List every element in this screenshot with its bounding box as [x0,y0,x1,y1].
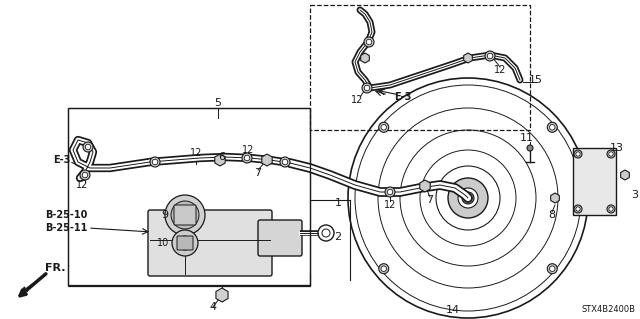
Circle shape [379,264,388,274]
Text: 12: 12 [351,95,363,105]
Circle shape [607,150,615,158]
Text: 13: 13 [610,143,624,153]
Circle shape [165,195,205,235]
Circle shape [381,266,387,271]
Text: 12: 12 [494,65,506,75]
Circle shape [576,207,580,211]
Circle shape [280,157,290,167]
Bar [68,108,310,285]
Circle shape [550,266,555,271]
Text: 12: 12 [384,200,396,210]
Circle shape [152,159,157,165]
Text: 9: 9 [161,210,168,220]
Text: B-25-11: B-25-11 [45,223,88,233]
Circle shape [574,205,582,213]
Circle shape [609,207,613,211]
Circle shape [364,37,374,47]
Text: 12: 12 [190,148,202,158]
Text: 7: 7 [426,195,433,205]
Circle shape [364,85,370,91]
Text: STX4B2400B: STX4B2400B [581,305,635,314]
Bar [573,148,616,215]
Circle shape [485,51,495,61]
Polygon shape [262,154,272,166]
Text: B-25-10: B-25-10 [45,210,88,220]
Circle shape [547,122,557,132]
Circle shape [172,230,198,256]
Circle shape [462,192,474,204]
Text: E-3: E-3 [394,92,412,102]
Text: 10: 10 [157,238,169,248]
Polygon shape [215,154,225,166]
Text: 15: 15 [529,75,543,85]
Circle shape [85,144,91,150]
FancyBboxPatch shape [177,236,193,250]
Circle shape [527,145,533,151]
Text: 6: 6 [218,152,225,162]
Circle shape [458,188,478,208]
Polygon shape [216,288,228,302]
Circle shape [547,264,557,274]
Circle shape [80,170,90,180]
Polygon shape [463,53,472,63]
Text: 14: 14 [446,305,460,315]
Circle shape [178,236,192,250]
Circle shape [282,159,288,165]
Text: 12: 12 [242,145,254,155]
FancyBboxPatch shape [258,220,302,256]
Circle shape [318,225,334,241]
Circle shape [242,153,252,163]
Text: E-3: E-3 [53,155,70,165]
Circle shape [387,189,393,195]
Circle shape [607,205,615,213]
Circle shape [150,157,160,167]
FancyBboxPatch shape [174,205,196,225]
Circle shape [550,124,555,130]
Circle shape [362,83,372,93]
Text: 4: 4 [209,302,216,312]
Circle shape [244,155,250,161]
Circle shape [171,201,199,229]
Text: 2: 2 [335,232,342,242]
Text: 11: 11 [520,133,534,143]
FancyBboxPatch shape [148,210,272,276]
Circle shape [83,172,88,178]
Circle shape [379,122,388,132]
Circle shape [385,187,395,197]
Circle shape [366,39,372,45]
Circle shape [448,178,488,218]
Text: 1: 1 [335,198,342,208]
Circle shape [322,229,330,237]
Text: 8: 8 [548,210,556,220]
Circle shape [576,152,580,156]
Text: FR.: FR. [22,263,65,292]
Polygon shape [361,53,369,63]
Circle shape [83,142,93,152]
Circle shape [609,152,613,156]
Text: 5: 5 [214,98,221,108]
Bar [68,108,310,286]
Polygon shape [550,193,559,203]
Circle shape [381,124,387,130]
Polygon shape [420,180,430,192]
Circle shape [574,150,582,158]
Bar [310,5,530,130]
Text: 3: 3 [632,190,639,200]
Polygon shape [621,170,629,180]
Text: 7: 7 [255,168,262,178]
Text: 12: 12 [76,180,88,190]
Circle shape [487,53,493,59]
